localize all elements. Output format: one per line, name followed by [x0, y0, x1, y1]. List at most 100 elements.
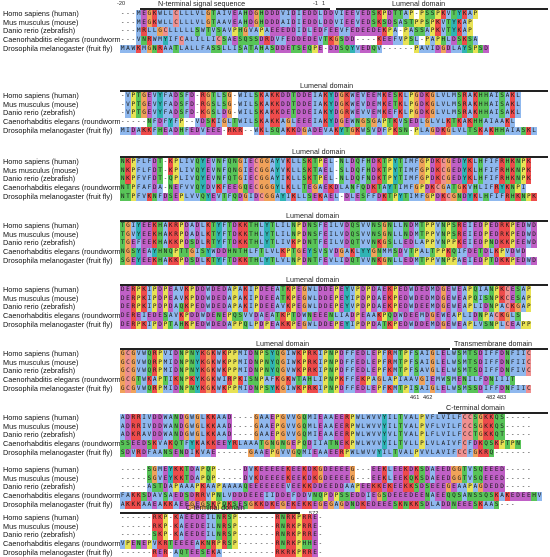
residue: D [499, 350, 505, 359]
residue: K [371, 483, 377, 493]
residue: D [323, 294, 329, 304]
residue: S [472, 414, 479, 423]
residue: M [429, 303, 436, 313]
residue: H [178, 320, 185, 330]
residue: K [269, 109, 275, 119]
residue: E [136, 440, 142, 449]
residue: Y [381, 440, 388, 449]
residue: A [184, 44, 190, 54]
residue: F [467, 440, 473, 449]
residue: E [216, 294, 222, 304]
residue: W [291, 384, 297, 394]
residue: E [291, 483, 297, 493]
residue: T [226, 230, 233, 240]
residue: I [312, 92, 318, 101]
residue: E [194, 500, 201, 510]
residue: E [264, 294, 270, 304]
residue: I [248, 192, 254, 202]
residue: E [339, 286, 345, 295]
residue: P [429, 27, 436, 37]
residue: L [397, 239, 404, 249]
residue: A [264, 118, 270, 127]
residue: V [536, 492, 543, 501]
residue: F [146, 448, 153, 458]
residue: K [381, 92, 388, 101]
residue: S [451, 222, 457, 231]
residue: V [280, 10, 286, 19]
residue: G [424, 192, 430, 202]
residue: D [483, 44, 489, 54]
residue: K [168, 222, 174, 231]
residue: D [274, 10, 281, 19]
residue: G [253, 10, 259, 19]
residue: L [392, 222, 398, 231]
residue: S [339, 492, 345, 501]
residue: D [285, 27, 291, 37]
residue: K [125, 158, 131, 167]
residue: M [157, 466, 163, 475]
residue: - [248, 422, 254, 432]
residue: - [242, 126, 249, 136]
residue: S [467, 36, 473, 45]
residue: D [360, 492, 366, 501]
residue: V [440, 100, 446, 110]
residue: A [515, 320, 521, 330]
residue: I [445, 448, 452, 458]
position-number: -1 [313, 1, 318, 7]
residue: Y [269, 384, 275, 394]
residue: G [301, 320, 308, 330]
residue: P [424, 256, 430, 266]
residue: K [242, 230, 249, 240]
residue: E [146, 239, 153, 249]
residue: V [440, 18, 446, 28]
residue: E [194, 303, 201, 313]
residue: P [413, 448, 420, 458]
residue: T [504, 440, 511, 449]
residue: D [152, 414, 158, 423]
residue: G [264, 158, 270, 167]
residue: V [467, 466, 473, 475]
residue: P [162, 320, 169, 330]
residue: S [456, 92, 462, 101]
residue: Y [344, 294, 350, 304]
residue: V [419, 448, 425, 458]
residue: N [120, 158, 126, 167]
residue: D [413, 286, 420, 295]
residue: K [472, 192, 479, 202]
residue: W [515, 248, 521, 257]
residue: E [397, 294, 404, 304]
residue: E [307, 184, 313, 193]
residue: D [221, 109, 227, 119]
residue: P [520, 175, 527, 185]
residue: D [371, 303, 377, 313]
residue: T [488, 256, 495, 266]
residue: M [392, 358, 398, 368]
residue: G [189, 500, 195, 510]
residue: D [258, 474, 265, 484]
residue: A [221, 483, 227, 493]
residue: - [136, 118, 142, 127]
residue: L [216, 109, 222, 119]
residue: W [141, 367, 147, 377]
residue: T [323, 36, 329, 45]
residue: P [429, 222, 436, 231]
residue: D [194, 256, 201, 266]
residue: E [328, 27, 334, 37]
residue: W [451, 303, 457, 313]
residue: K [258, 118, 265, 127]
residue: D [403, 320, 409, 330]
residue: L [365, 358, 372, 368]
residue: N [216, 166, 222, 176]
residue: K [253, 500, 259, 510]
residue: A [205, 448, 211, 458]
residue: L [317, 10, 324, 19]
residue: K [478, 500, 484, 510]
residue: E [424, 303, 430, 313]
residue: D [152, 184, 158, 193]
residue: D [258, 303, 265, 313]
residue: W [360, 126, 366, 136]
residue: R [130, 312, 137, 321]
residue: N [339, 175, 345, 185]
